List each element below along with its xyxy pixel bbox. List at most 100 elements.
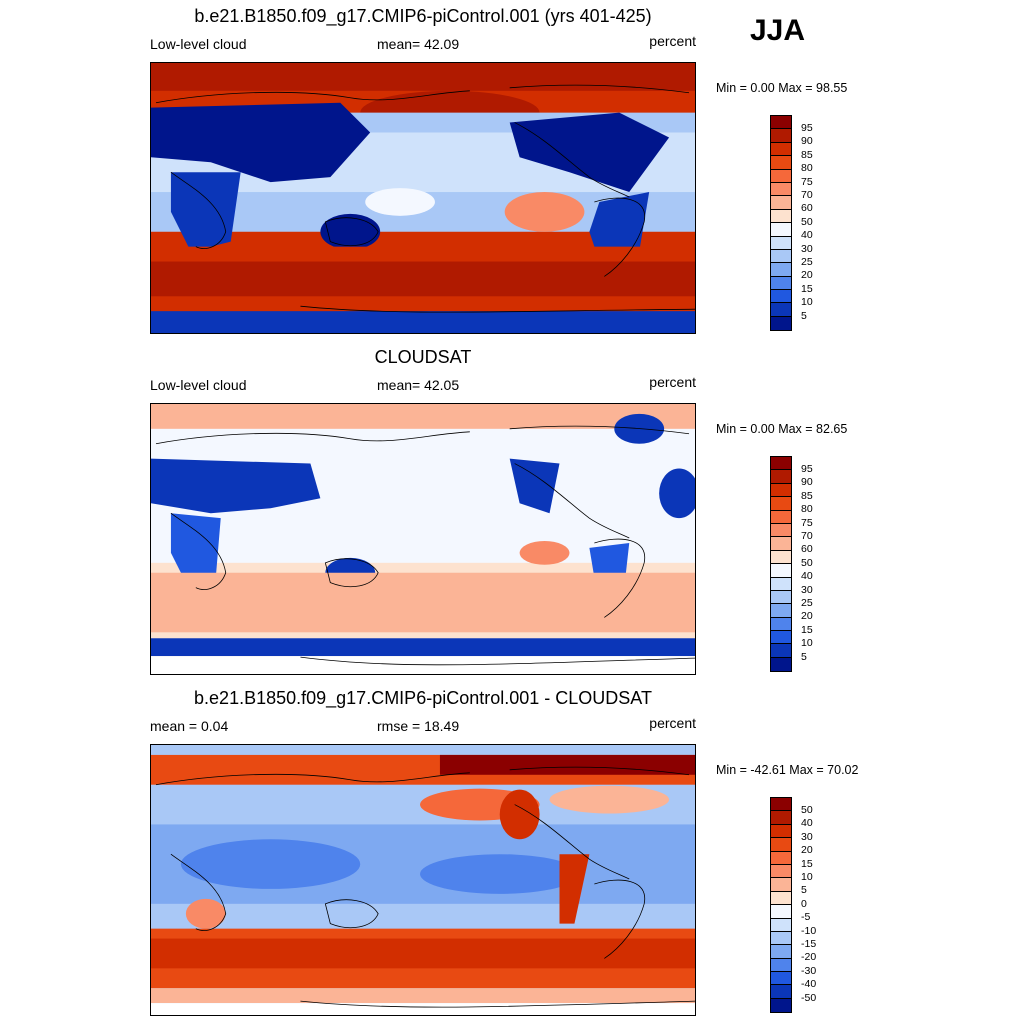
colorbar-swatch — [771, 811, 791, 825]
colorbar-tick-label: 5 — [801, 884, 807, 897]
panel-3-minmax: Min = -42.61 Max = 70.02 — [716, 763, 859, 777]
panel-3-map-field — [151, 745, 695, 1015]
panel-2-minmax: Min = 0.00 Max = 82.65 — [716, 422, 848, 436]
colorbar-tick-label: 40 — [801, 570, 813, 583]
colorbar-tick-label: 90 — [801, 135, 813, 148]
colorbar-swatch — [771, 905, 791, 919]
colorbar-tick-label: 30 — [801, 242, 813, 255]
colorbar-swatch — [771, 290, 791, 304]
colorbar-swatch — [771, 182, 791, 197]
colorbar-swatch — [771, 537, 791, 551]
colorbar-swatch — [771, 236, 791, 250]
panel-3-map — [150, 744, 696, 1016]
panel-3-colorbar — [770, 797, 792, 1014]
panel-2-colorbar — [770, 456, 792, 673]
colorbar-swatch — [771, 617, 791, 632]
colorbar-swatch — [771, 223, 791, 237]
colorbar-tick-label: 50 — [801, 804, 813, 816]
colorbar-tick-label: 40 — [801, 817, 813, 830]
colorbar-tick-label: -50 — [801, 991, 817, 1004]
colorbar-swatch — [771, 169, 791, 183]
colorbar-swatch — [771, 657, 791, 672]
colorbar-tick-label: 50 — [801, 556, 813, 569]
colorbar-swatch — [771, 838, 791, 852]
colorbar-swatch — [771, 142, 791, 157]
colorbar-swatch — [771, 824, 791, 839]
colorbar-tick-label: 85 — [801, 489, 813, 502]
colorbar-swatch — [771, 931, 791, 946]
colorbar-tick-label: -20 — [801, 951, 817, 964]
colorbar-swatch — [771, 316, 791, 331]
colorbar-tick-label: -5 — [801, 911, 811, 924]
panel-3-title: b.e21.B1850.f09_g17.CMIP6-piControl.001 … — [194, 688, 652, 708]
panel-3-rmse-label: rmse = 18.49 — [377, 718, 460, 734]
colorbar-swatch — [771, 470, 791, 484]
colorbar-tick-label: 5 — [801, 309, 807, 322]
panel-2-variable-label: Low-level cloud — [150, 377, 247, 393]
colorbar-swatch — [771, 644, 791, 658]
colorbar-tick-label: 0 — [801, 897, 807, 910]
colorbar-tick-label: 10 — [801, 871, 813, 883]
colorbar-swatch — [771, 998, 791, 1013]
colorbar-swatch — [771, 851, 791, 865]
colorbar-tick-label: 90 — [801, 476, 813, 489]
panel-3-mean-label: mean = 0.04 — [150, 718, 229, 734]
colorbar-swatch — [771, 249, 791, 264]
colorbar-tick-label: 95 — [801, 463, 813, 475]
colorbar-tick-label: 15 — [801, 623, 813, 636]
panel-1-minmax: Min = 0.00 Max = 98.55 — [716, 81, 848, 95]
panel-2-map — [150, 403, 696, 675]
colorbar-tick-label: 70 — [801, 189, 813, 201]
colorbar-swatch — [771, 523, 791, 538]
colorbar-swatch — [771, 564, 791, 578]
colorbar-tick-label: 40 — [801, 229, 813, 242]
colorbar-swatch — [771, 891, 791, 906]
colorbar-tick-label: 75 — [801, 516, 813, 529]
panel-3-units-label: percent — [649, 715, 696, 731]
season-label: JJA — [750, 14, 806, 47]
colorbar-swatch — [771, 864, 791, 879]
colorbar-tick-label: 60 — [801, 202, 813, 215]
colorbar-tick-label: 15 — [801, 857, 813, 870]
colorbar-swatch — [771, 945, 791, 959]
panel-1-map-field — [151, 63, 695, 333]
colorbar-swatch — [771, 798, 791, 812]
colorbar-swatch — [771, 577, 791, 591]
colorbar-tick-label: 50 — [801, 215, 813, 228]
colorbar-tick-label: 20 — [801, 610, 813, 623]
colorbar-swatch — [771, 972, 791, 986]
panel-2-mean-label: mean= 42.05 — [377, 377, 460, 393]
colorbar-tick-label: -10 — [801, 924, 817, 937]
colorbar-swatch — [771, 918, 791, 932]
colorbar-swatch — [771, 483, 791, 498]
colorbar-swatch — [771, 985, 791, 999]
colorbar-tick-label: 25 — [801, 256, 813, 268]
colorbar-swatch — [771, 263, 791, 277]
colorbar-swatch — [771, 116, 791, 130]
colorbar-tick-label: 15 — [801, 282, 813, 295]
colorbar-tick-label: 20 — [801, 269, 813, 282]
panel-1-variable-label: Low-level cloud — [150, 36, 247, 52]
colorbar-swatch — [771, 510, 791, 524]
colorbar-tick-label: 75 — [801, 175, 813, 188]
colorbar-swatch — [771, 196, 791, 210]
colorbar-tick-label: 10 — [801, 296, 813, 309]
colorbar-tick-label: 80 — [801, 503, 813, 516]
panel-2-units-label: percent — [649, 374, 696, 390]
colorbar-swatch — [771, 550, 791, 565]
panel-1-map — [150, 62, 696, 334]
colorbar-tick-label: 10 — [801, 637, 813, 650]
colorbar-swatch — [771, 156, 791, 170]
colorbar-tick-label: 20 — [801, 844, 813, 857]
panel-1-title: b.e21.B1850.f09_g17.CMIP6-piControl.001 … — [194, 6, 652, 26]
colorbar-swatch — [771, 958, 791, 973]
colorbar-tick-label: 80 — [801, 162, 813, 175]
colorbar-tick-label: -40 — [801, 978, 817, 991]
colorbar-swatch — [771, 209, 791, 224]
colorbar-tick-label: 95 — [801, 122, 813, 134]
colorbar-swatch — [771, 631, 791, 645]
colorbar-swatch — [771, 129, 791, 143]
colorbar-swatch — [771, 878, 791, 892]
colorbar-tick-label: 30 — [801, 583, 813, 596]
colorbar-swatch — [771, 457, 791, 471]
